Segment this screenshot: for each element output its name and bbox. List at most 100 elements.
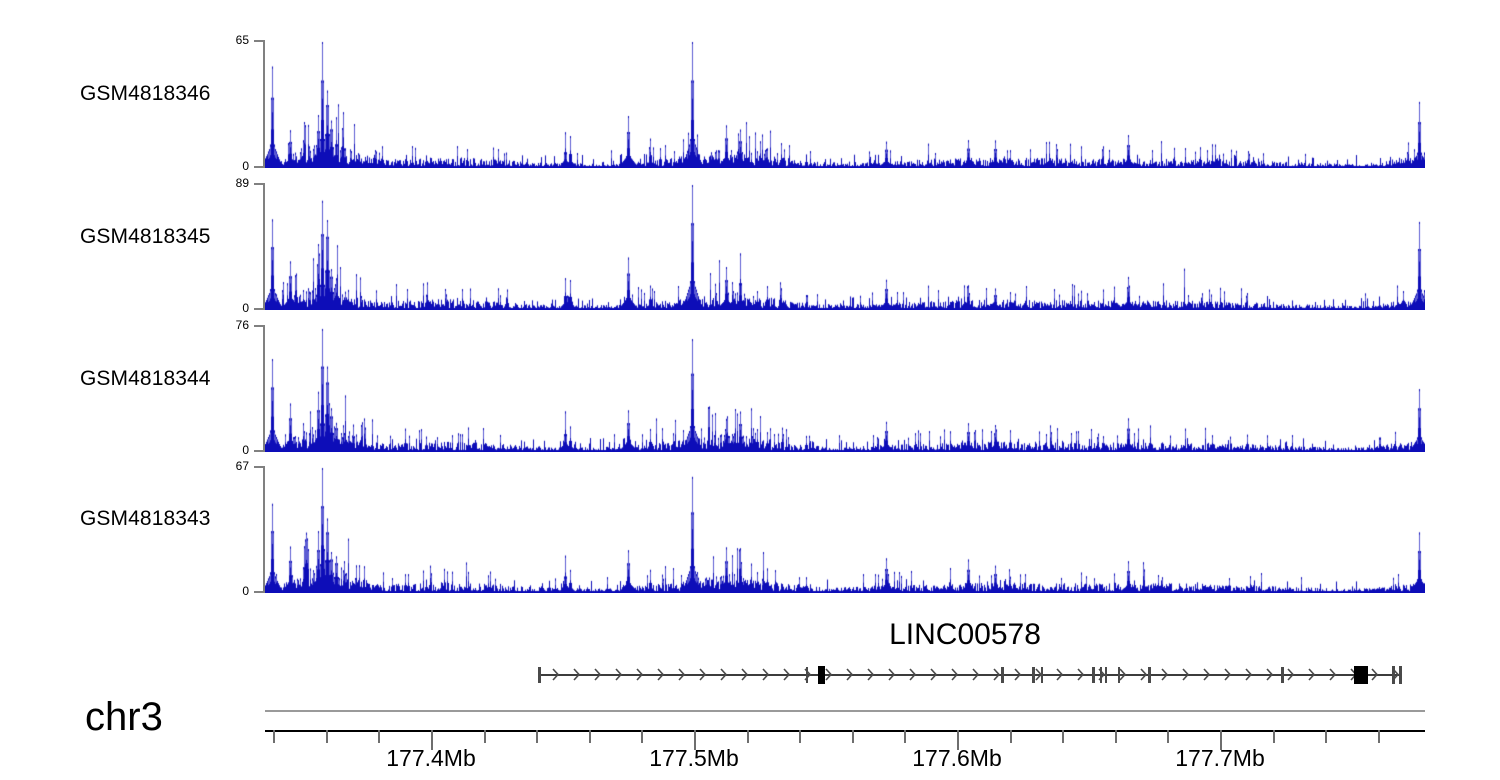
ruler-major-tick <box>1220 730 1222 750</box>
axis-max-tick-label: 67 <box>235 459 249 473</box>
ruler-coordinate-label: 177.6Mb <box>912 745 1002 771</box>
gene-strand-arrow-icon <box>867 668 875 681</box>
gene-exon[interactable] <box>1399 666 1402 684</box>
axis-min-tick <box>254 591 263 593</box>
axis-min-tick <box>254 450 263 452</box>
track-signal-plot[interactable] <box>265 183 1425 310</box>
signal-canvas <box>265 183 1425 310</box>
ruler-major-tick <box>957 730 959 750</box>
ruler-minor-tick <box>378 730 380 743</box>
gene-exon[interactable] <box>1354 666 1368 684</box>
gene-exon[interactable] <box>1148 667 1151 683</box>
ruler-minor-tick <box>799 730 801 743</box>
gene-exon[interactable] <box>1100 667 1102 683</box>
axis-max-tick <box>254 183 263 185</box>
gene-strand-arrow-icon <box>846 668 854 681</box>
axis-max-tick-label: 89 <box>235 176 249 190</box>
axis-min-tick <box>254 308 263 310</box>
axis-line <box>263 183 265 310</box>
gene-strand-arrow-icon <box>699 668 707 681</box>
ruler-minor-tick <box>536 730 538 743</box>
gene-exon[interactable] <box>1032 667 1035 683</box>
gene-exon[interactable] <box>818 666 825 684</box>
gene-strand-arrow-icon <box>783 668 791 681</box>
axis-max-tick-label: 65 <box>235 33 249 47</box>
gene-model[interactable] <box>538 662 1402 688</box>
gene-strand-arrow-icon <box>741 668 749 681</box>
gene-intron-line <box>538 674 1400 676</box>
gene-strand-arrow-icon <box>1266 668 1274 681</box>
track-signal-plot[interactable] <box>265 325 1425 452</box>
axis-min-tick-label: 0 <box>242 443 249 457</box>
gene-strand-arrow-icon <box>1056 668 1064 681</box>
ruler-coordinate-label: 177.4Mb <box>386 745 476 771</box>
ruler-major-tick <box>431 730 433 750</box>
gene-exon[interactable] <box>1281 667 1284 683</box>
gene-strand-arrow-icon <box>951 668 959 681</box>
gene-strand-arrow-icon <box>594 668 602 681</box>
ruler-top-line <box>265 710 1425 712</box>
gene-exon[interactable] <box>1392 666 1395 684</box>
axis-min-tick <box>254 166 263 168</box>
gene-strand-arrow-icon <box>1014 668 1022 681</box>
gene-strand-arrow-icon <box>1182 668 1190 681</box>
track-sample-label: GSM4818343 <box>80 507 211 530</box>
gene-name-label: LINC00578 <box>889 618 1041 651</box>
gene-exon[interactable] <box>538 667 541 683</box>
ruler-major-tick <box>694 730 696 750</box>
track-sample-label: GSM4818344 <box>80 367 211 390</box>
ruler-minor-tick <box>326 730 328 743</box>
gene-strand-arrow-icon <box>1119 668 1127 681</box>
ruler-minor-tick <box>1378 730 1380 743</box>
gene-strand-arrow-icon <box>678 668 686 681</box>
gene-strand-arrow-icon <box>888 668 896 681</box>
ruler-minor-tick <box>1062 730 1064 743</box>
gene-exon[interactable] <box>1041 667 1043 683</box>
gene-strand-arrow-icon <box>1371 668 1379 681</box>
ruler-coordinate-label: 177.5Mb <box>649 745 739 771</box>
axis-max-tick-label: 76 <box>235 318 249 332</box>
gene-strand-arrow-icon <box>1161 668 1169 681</box>
gene-strand-arrow-icon <box>573 668 581 681</box>
track-signal-plot[interactable] <box>265 40 1425 168</box>
axis-max-tick <box>254 325 263 327</box>
ruler-minor-tick <box>852 730 854 743</box>
axis-line <box>263 40 265 168</box>
ruler-baseline <box>265 730 1425 732</box>
gene-exon[interactable] <box>1118 667 1120 683</box>
gene-strand-arrow-icon <box>1203 668 1211 681</box>
gene-strand-arrow-icon <box>720 668 728 681</box>
ruler-minor-tick <box>589 730 591 743</box>
gene-exon[interactable] <box>1001 667 1004 683</box>
gene-strand-arrow-icon <box>1245 668 1253 681</box>
gene-strand-arrow-icon <box>636 668 644 681</box>
ruler-minor-tick <box>1010 730 1012 743</box>
ruler-minor-tick <box>747 730 749 743</box>
gene-strand-arrow-icon <box>972 668 980 681</box>
gene-strand-arrow-icon <box>762 668 770 681</box>
gene-strand-arrow-icon <box>1329 668 1337 681</box>
gene-strand-arrow-icon <box>993 668 1001 681</box>
track-signal-plot[interactable] <box>265 466 1425 593</box>
track-sample-label: GSM4818345 <box>80 225 211 248</box>
gene-exon[interactable] <box>806 667 808 683</box>
axis-line <box>263 466 265 593</box>
axis-max-tick <box>254 40 263 42</box>
gene-strand-arrow-icon <box>1224 668 1232 681</box>
track-sample-label: GSM4818346 <box>80 82 211 105</box>
gene-strand-arrow-icon <box>930 668 938 681</box>
ruler-minor-tick <box>1115 730 1117 743</box>
axis-line <box>263 325 265 452</box>
gene-strand-arrow-icon <box>825 668 833 681</box>
axis-min-tick-label: 0 <box>242 301 249 315</box>
gene-strand-arrow-icon <box>1308 668 1316 681</box>
gene-exon[interactable] <box>1092 667 1095 683</box>
ruler-minor-tick <box>1273 730 1275 743</box>
gene-exon[interactable] <box>1105 667 1107 683</box>
gene-strand-arrow-icon <box>552 668 560 681</box>
axis-max-tick <box>254 466 263 468</box>
gene-strand-arrow-icon <box>657 668 665 681</box>
signal-canvas <box>265 325 1425 452</box>
